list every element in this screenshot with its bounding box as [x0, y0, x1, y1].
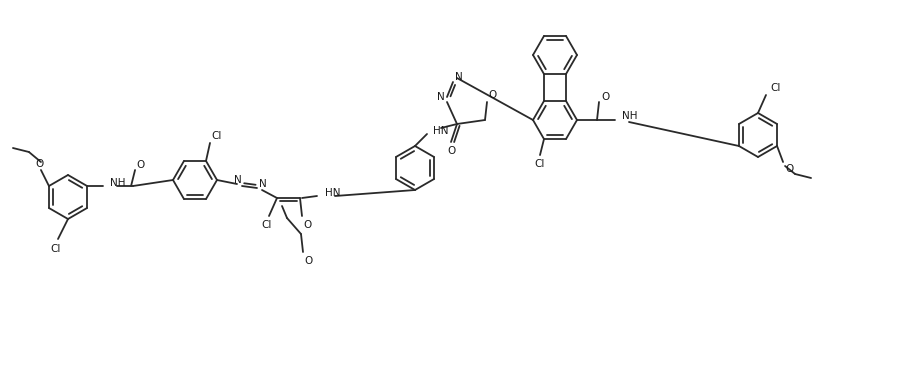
Text: O: O [303, 220, 311, 230]
Text: O: O [601, 92, 609, 102]
Text: NH: NH [622, 111, 637, 121]
Text: Cl: Cl [211, 131, 221, 141]
Text: N: N [455, 72, 463, 82]
Text: N: N [259, 179, 267, 189]
Text: O: O [447, 146, 455, 156]
Text: Cl: Cl [50, 244, 61, 254]
Text: Cl: Cl [535, 159, 546, 169]
Text: O: O [136, 160, 144, 170]
Text: O: O [488, 90, 496, 100]
Text: O: O [36, 159, 44, 169]
Text: N: N [437, 92, 445, 102]
Text: HN: HN [433, 126, 448, 136]
Text: NH: NH [110, 178, 126, 188]
Text: O: O [304, 256, 313, 266]
Text: O: O [785, 164, 793, 174]
Text: N: N [234, 175, 242, 185]
Text: HN: HN [325, 188, 340, 198]
Text: Cl: Cl [770, 83, 780, 93]
Text: Cl: Cl [262, 220, 272, 230]
